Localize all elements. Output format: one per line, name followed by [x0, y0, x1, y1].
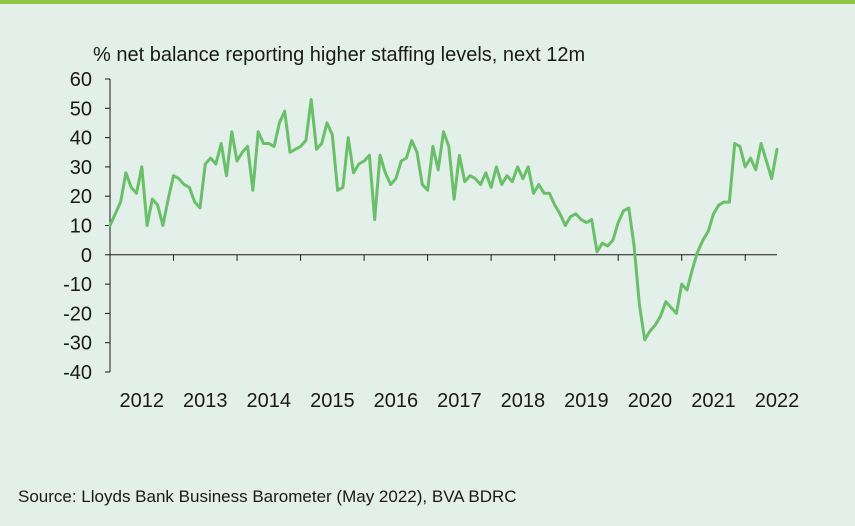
y-axis: 60 50 40 30 20 10 0 -10 -20 -30 -40	[63, 69, 111, 384]
chart-title: % net balance reporting higher staffing …	[93, 44, 585, 66]
y-tick-label: -20	[63, 303, 92, 325]
top-accent-rule	[0, 0, 855, 4]
y-tick-label: 0	[81, 245, 92, 267]
x-tick-label: 2014	[247, 390, 292, 412]
x-axis: 2012 2013 2014 2015 2016 2017 2018 2019 2020 2021…	[110, 254, 800, 412]
x-tick-label: 2021	[691, 390, 736, 412]
x-tick-label: 2016	[374, 390, 419, 412]
x-tick-label: 2020	[628, 390, 673, 412]
x-tick-label: 2019	[564, 390, 609, 412]
x-tick-label: 2018	[501, 390, 546, 412]
y-tick-label: -10	[63, 274, 92, 296]
y-tick-label: 30	[70, 157, 92, 179]
x-tick-label: 2015	[310, 390, 355, 412]
y-tick-label: -30	[63, 333, 92, 355]
y-tick-label: -40	[63, 362, 92, 384]
y-tick-label: 50	[70, 98, 92, 120]
y-tick-label: 20	[70, 186, 92, 208]
series-group	[108, 98, 779, 342]
x-tick-label: 2017	[437, 390, 482, 412]
series-line	[108, 98, 779, 342]
y-tick-label: 10	[70, 216, 92, 238]
y-tick-label: 40	[70, 128, 92, 150]
x-tick-label: 2012	[120, 390, 165, 412]
source-note: Source: Lloyds Bank Business Barometer (…	[18, 487, 517, 506]
x-tick-label: 2022	[755, 390, 800, 412]
y-tick-label: 60	[70, 69, 92, 91]
x-tick-label: 2013	[183, 390, 228, 412]
